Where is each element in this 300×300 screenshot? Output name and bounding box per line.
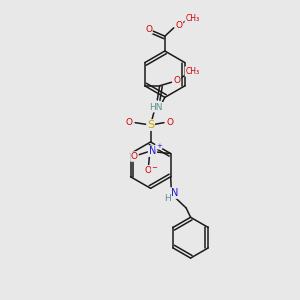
Text: O: O [153,101,160,110]
Text: O: O [131,152,138,161]
Text: H: H [164,194,171,203]
Text: O: O [145,25,152,34]
Text: N: N [148,146,156,156]
Text: CH₃: CH₃ [185,67,200,76]
Text: O: O [167,118,173,127]
Text: O: O [126,118,133,127]
Text: N: N [171,188,178,198]
Text: CH₃: CH₃ [185,14,199,23]
Text: O: O [144,166,151,175]
Text: HN: HN [149,103,163,112]
Text: +: + [156,143,162,149]
Text: O: O [173,76,180,85]
Text: −: − [152,165,158,171]
Text: S: S [147,120,154,130]
Text: O: O [176,21,183,30]
